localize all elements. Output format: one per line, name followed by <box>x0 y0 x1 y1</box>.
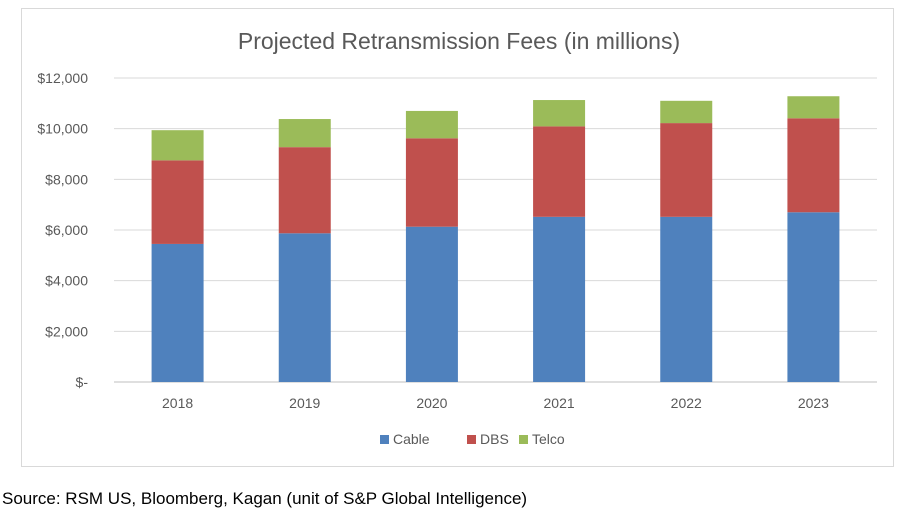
bar-cable-2020 <box>405 226 458 382</box>
x-tick-label: 2021 <box>544 395 575 411</box>
bar-dbs-2022 <box>660 123 713 217</box>
y-tick-label: $- <box>76 374 89 390</box>
legend: Cable DBS Telco <box>380 431 565 447</box>
stacked-bar-chart: Projected Retransmission Fees (in millio… <box>37 28 877 447</box>
gridlines <box>114 77 877 383</box>
y-axis-ticks: $- $2,000 $4,000 $6,000 $8,000 $10,000 $12,000 <box>37 70 88 390</box>
y-tick-label: $2,000 <box>45 323 88 339</box>
y-tick-label: $12,000 <box>37 70 88 86</box>
legend-label-dbs: DBS <box>480 431 509 447</box>
bar-dbs-2020 <box>405 138 458 227</box>
x-tick-label: 2018 <box>162 395 193 411</box>
bar-telco-2021 <box>533 100 586 127</box>
bar-dbs-2019 <box>278 147 331 234</box>
source-note: Source: RSM US, Bloomberg, Kagan (unit o… <box>2 489 528 508</box>
bar-telco-2018 <box>151 130 204 161</box>
bar-telco-2022 <box>660 100 713 124</box>
legend-swatch-telco <box>519 435 528 444</box>
bar-cable-2023 <box>787 212 840 382</box>
bar-dbs-2018 <box>151 160 204 244</box>
x-tick-label: 2020 <box>416 395 447 411</box>
bar-cable-2021 <box>533 216 586 382</box>
bar-telco-2020 <box>405 110 458 139</box>
legend-swatch-dbs <box>467 435 476 444</box>
legend-label-cable: Cable <box>393 431 430 447</box>
bar-cable-2022 <box>660 216 713 382</box>
bar-cable-2019 <box>278 233 331 382</box>
legend-label-telco: Telco <box>532 431 565 447</box>
y-tick-label: $4,000 <box>45 273 88 289</box>
bar-dbs-2021 <box>533 126 586 217</box>
bar-telco-2019 <box>278 119 331 148</box>
x-tick-label: 2023 <box>798 395 829 411</box>
chart-title: Projected Retransmission Fees (in millio… <box>238 28 680 54</box>
x-tick-label: 2019 <box>289 395 320 411</box>
bars <box>151 96 840 382</box>
bar-telco-2023 <box>787 96 840 119</box>
x-axis-ticks: 2018 2019 2020 2021 2022 2023 <box>162 395 829 411</box>
y-tick-label: $8,000 <box>45 171 88 187</box>
bar-dbs-2023 <box>787 118 840 213</box>
y-tick-label: $6,000 <box>45 222 88 238</box>
bar-cable-2018 <box>151 243 204 382</box>
y-tick-label: $10,000 <box>37 121 88 137</box>
legend-swatch-cable <box>380 435 389 444</box>
chart-frame: Projected Retransmission Fees (in millio… <box>21 8 894 467</box>
x-tick-label: 2022 <box>671 395 702 411</box>
